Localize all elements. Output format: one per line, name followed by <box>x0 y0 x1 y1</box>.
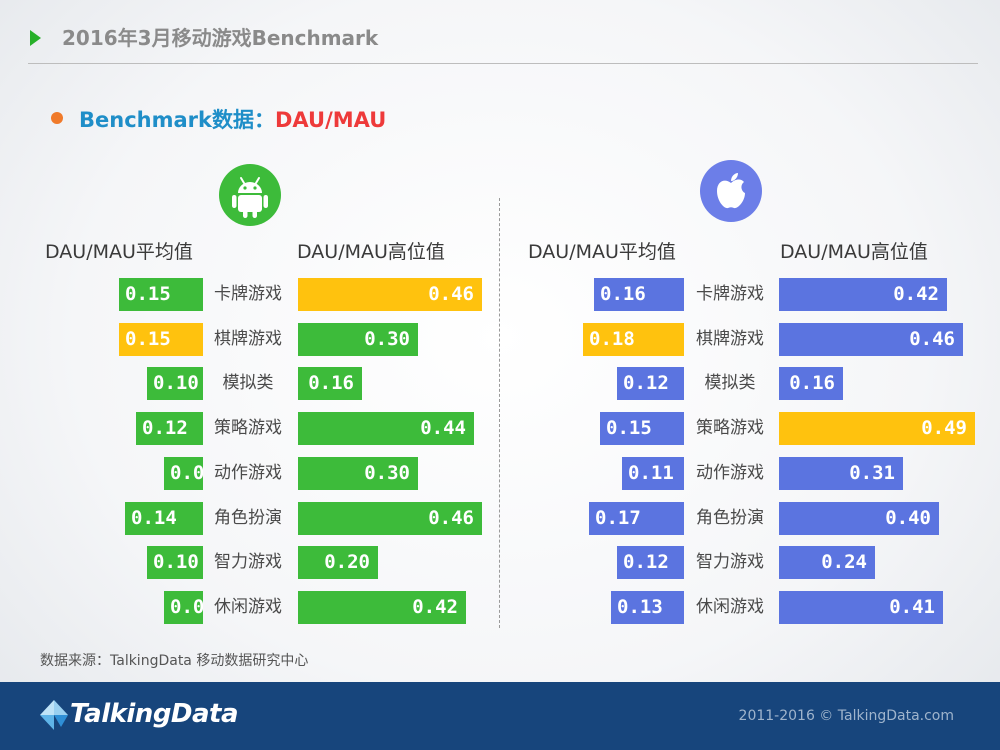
ios-category-label: 策略游戏 <box>696 418 764 438</box>
ios-high-bar: 0.31 <box>779 457 903 490</box>
android-high-bar: 0.46 <box>298 502 482 535</box>
android-avg-header: DAU/MAU平均值 <box>45 241 193 263</box>
android-high-bar: 0.46 <box>298 278 482 311</box>
platform-divider <box>499 198 500 628</box>
ios-category-label: 动作游戏 <box>696 463 764 483</box>
ios-high-bar: 0.40 <box>779 502 939 535</box>
android-icon <box>219 164 281 226</box>
ios-high-bar: 0.42 <box>779 278 947 311</box>
ios-high-bar: 0.41 <box>779 591 943 624</box>
ios-avg-bar: 0.11 <box>622 457 684 490</box>
ios-avg-bar: 0.16 <box>594 278 684 311</box>
android-avg-bar: 0.15 <box>119 278 203 311</box>
copyright-text: 2011-2016 © TalkingData.com <box>738 708 954 724</box>
ios-category-label: 智力游戏 <box>696 552 764 572</box>
android-high-bar: 0.16 <box>298 367 362 400</box>
android-avg-bar: 0.10 <box>147 367 203 400</box>
android-category-label: 角色扮演 <box>214 508 282 528</box>
android-high-header: DAU/MAU高位值 <box>297 241 445 263</box>
android-avg-bar: 0.10 <box>147 546 203 579</box>
android-category-label: 卡牌游戏 <box>214 284 282 304</box>
android-avg-bar: 0.12 <box>136 412 203 445</box>
android-avg-bar: 0.07 <box>164 457 203 490</box>
ios-avg-bar: 0.15 <box>600 412 684 445</box>
section-title-prefix: Benchmark数据： <box>79 108 275 132</box>
bullet-icon <box>51 112 63 124</box>
page-title: 2016年3月移动游戏Benchmark <box>62 26 379 50</box>
ios-avg-bar: 0.17 <box>589 502 684 535</box>
android-category-label: 模拟类 <box>222 373 274 393</box>
ios-category-label: 休闲游戏 <box>696 597 764 617</box>
footer-logo-text: TalkingData <box>70 699 239 729</box>
apple-icon <box>700 160 762 222</box>
android-avg-bar: 0.07 <box>164 591 203 624</box>
android-category-label: 动作游戏 <box>214 463 282 483</box>
android-high-bar: 0.20 <box>298 546 378 579</box>
android-high-bar: 0.42 <box>298 591 466 624</box>
ios-avg-bar: 0.12 <box>617 546 684 579</box>
ios-high-header: DAU/MAU高位值 <box>780 241 928 263</box>
android-high-bar: 0.30 <box>298 457 418 490</box>
ios-high-bar: 0.16 <box>779 367 843 400</box>
ios-category-label: 棋牌游戏 <box>696 329 764 349</box>
ios-category-label: 卡牌游戏 <box>696 284 764 304</box>
ios-avg-bar: 0.18 <box>583 323 684 356</box>
talkingdata-logo-icon <box>37 697 71 733</box>
section-title-metric: DAU/MAU <box>274 108 387 132</box>
android-category-label: 策略游戏 <box>214 418 282 438</box>
ios-high-bar: 0.24 <box>779 546 875 579</box>
header-divider <box>28 63 978 64</box>
android-category-label: 休闲游戏 <box>214 597 282 617</box>
ios-avg-bar: 0.12 <box>617 367 684 400</box>
footer-bar <box>0 682 1000 750</box>
ios-category-label: 角色扮演 <box>696 508 764 528</box>
section-title: Benchmark数据：DAU/MAU <box>79 104 386 134</box>
ios-high-bar: 0.49 <box>779 412 975 445</box>
ios-category-label: 模拟类 <box>704 373 756 393</box>
ios-high-bar: 0.46 <box>779 323 963 356</box>
android-high-bar: 0.30 <box>298 323 418 356</box>
ios-avg-bar: 0.13 <box>611 591 684 624</box>
android-high-bar: 0.44 <box>298 412 474 445</box>
android-category-label: 智力游戏 <box>214 552 282 572</box>
android-avg-bar: 0.15 <box>119 323 203 356</box>
header-arrow-icon <box>30 30 41 46</box>
ios-avg-header: DAU/MAU平均值 <box>528 241 676 263</box>
android-category-label: 棋牌游戏 <box>214 329 282 349</box>
android-avg-bar: 0.14 <box>125 502 203 535</box>
data-source: 数据来源：TalkingData 移动数据研究中心 <box>40 653 309 669</box>
